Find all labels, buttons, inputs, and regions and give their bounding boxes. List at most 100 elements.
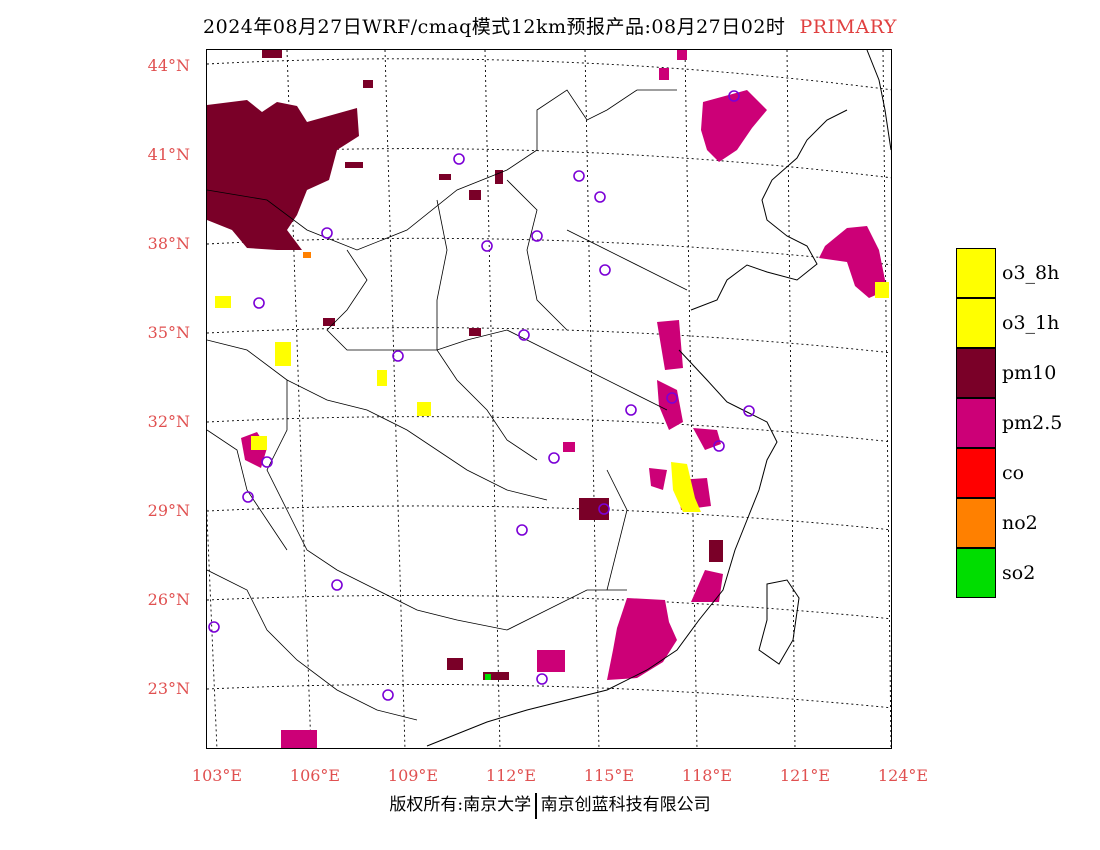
city-marker bbox=[594, 191, 606, 203]
so2-patch bbox=[485, 674, 491, 680]
pm25-area-shandong-jiangsu bbox=[657, 320, 683, 370]
no2-patch bbox=[303, 252, 311, 258]
legend-label: no2 bbox=[1002, 512, 1038, 534]
legend-swatch bbox=[956, 548, 996, 598]
legend-swatch bbox=[956, 398, 996, 448]
city-marker bbox=[536, 673, 548, 685]
pm25-area-anhui bbox=[657, 380, 683, 430]
pm10-patch bbox=[262, 50, 282, 58]
lat-label: 41°N bbox=[147, 145, 190, 164]
city-marker bbox=[516, 524, 528, 536]
o3-patch bbox=[215, 296, 231, 308]
lat-line-23 bbox=[207, 683, 891, 709]
pm25-area-korea bbox=[819, 226, 887, 298]
city-marker bbox=[625, 404, 637, 416]
o3-areas bbox=[215, 282, 889, 512]
lat-label: 29°N bbox=[147, 501, 190, 520]
map-title: 2024年08月27日WRF/cmaq模式12km预报产品:08月27日02时 P… bbox=[0, 12, 1100, 39]
pm25-patch bbox=[677, 50, 687, 60]
pm25-patch bbox=[563, 442, 575, 452]
lon-line-112 bbox=[484, 50, 501, 748]
map-frame bbox=[206, 49, 892, 749]
lon-label: 106°E bbox=[289, 766, 341, 785]
city-marker bbox=[666, 392, 678, 404]
lon-label: 121°E bbox=[779, 766, 831, 785]
pm10-areas bbox=[207, 50, 723, 680]
pm25-area-jiangxi-north bbox=[649, 468, 667, 490]
title-main: 2024年08月27日WRF/cmaq模式12km预报产品:08月27日02时 bbox=[203, 16, 786, 38]
coastline bbox=[426, 50, 891, 747]
city-marker bbox=[481, 240, 493, 252]
legend-label: pm2.5 bbox=[1002, 412, 1063, 434]
lon-line-115 bbox=[584, 50, 600, 748]
city-marker bbox=[321, 227, 333, 239]
lon-label: 109°E bbox=[387, 766, 439, 785]
city-marker bbox=[599, 264, 611, 276]
pm10-patch bbox=[439, 174, 451, 180]
city-marker bbox=[548, 452, 560, 464]
o3-area-zhejiang-jiangxi bbox=[671, 462, 701, 512]
city-marker bbox=[392, 350, 404, 362]
copyright-footer: 版权所有:南京大学 南京创蓝科技有限公司 bbox=[0, 790, 1100, 819]
legend-swatch bbox=[956, 298, 996, 348]
pm10-patch bbox=[469, 328, 481, 336]
pm10-patch bbox=[447, 658, 463, 670]
lon-line-121 bbox=[786, 50, 796, 748]
lat-line-29 bbox=[207, 505, 891, 531]
legend-swatch bbox=[956, 348, 996, 398]
city-marker bbox=[453, 153, 465, 165]
copyright-left: 版权所有:南京大学 bbox=[389, 795, 532, 815]
city-markers bbox=[208, 90, 755, 701]
pm25-patch bbox=[537, 650, 565, 672]
pm10-patch bbox=[469, 190, 481, 200]
legend-swatch bbox=[956, 248, 996, 298]
o3-patch bbox=[377, 370, 387, 386]
city-marker bbox=[518, 329, 530, 341]
city-marker bbox=[728, 90, 740, 102]
city-marker bbox=[253, 297, 265, 309]
lat-label: 35°N bbox=[147, 323, 190, 342]
pm10-patch bbox=[345, 162, 363, 168]
city-marker bbox=[382, 689, 394, 701]
copyright-right: 南京创蓝科技有限公司 bbox=[540, 795, 711, 815]
map-canvas bbox=[207, 50, 891, 748]
lat-label: 38°N bbox=[147, 234, 190, 253]
lon-label: 103°E bbox=[191, 766, 243, 785]
legend-label: pm10 bbox=[1002, 362, 1057, 384]
city-marker bbox=[743, 405, 755, 417]
lat-line-38 bbox=[207, 237, 891, 266]
lat-label: 23°N bbox=[147, 679, 190, 698]
city-marker bbox=[261, 456, 273, 468]
title-tag: PRIMARY bbox=[799, 16, 897, 38]
pm10-area-inner-mongolia bbox=[207, 100, 359, 250]
pm25-area-guangdong bbox=[607, 598, 677, 680]
legend-label: o3_1h bbox=[1002, 312, 1060, 334]
pm25-area-liaoning bbox=[701, 90, 767, 162]
city-marker bbox=[208, 621, 220, 633]
city-marker bbox=[713, 440, 725, 452]
legend-label: co bbox=[1002, 462, 1025, 484]
o3-patch bbox=[251, 436, 267, 450]
lon-label: 124°E bbox=[877, 766, 929, 785]
o3-patch bbox=[875, 282, 889, 298]
pm10-patch bbox=[363, 80, 373, 88]
pm25-areas bbox=[241, 50, 887, 748]
lon-line-118 bbox=[684, 50, 698, 748]
city-marker bbox=[531, 230, 543, 242]
o3-patch bbox=[417, 402, 431, 416]
lat-line-35 bbox=[207, 327, 891, 354]
lat-label: 32°N bbox=[147, 412, 190, 431]
city-marker bbox=[573, 170, 585, 182]
lon-line-124 bbox=[882, 50, 891, 748]
pm25-patch bbox=[659, 68, 669, 80]
pm25-patch bbox=[281, 730, 317, 748]
legend-swatch bbox=[956, 498, 996, 548]
lat-label: 26°N bbox=[147, 590, 190, 609]
pm10-patch bbox=[323, 318, 335, 326]
o3-patch bbox=[275, 342, 291, 366]
pm10-patch bbox=[495, 170, 503, 184]
lon-line-109 bbox=[384, 50, 406, 748]
lat-line-26 bbox=[207, 594, 891, 620]
lat-line-32 bbox=[207, 416, 891, 443]
pm10-patch bbox=[709, 540, 723, 562]
